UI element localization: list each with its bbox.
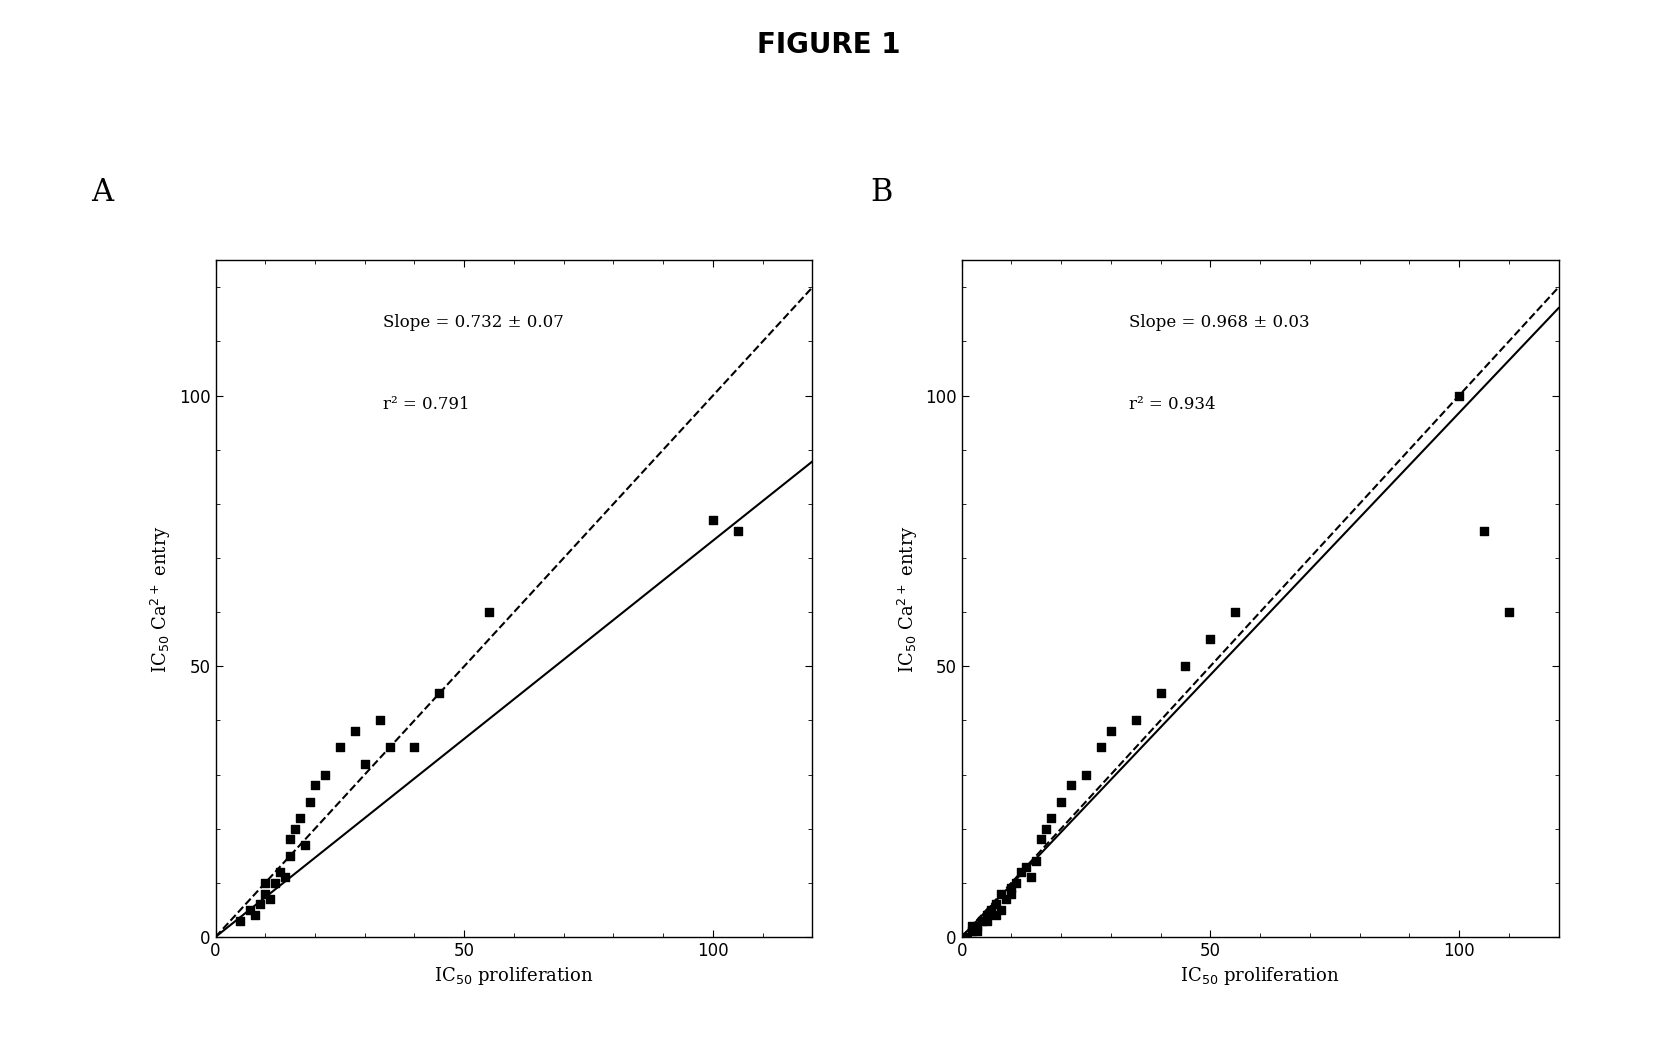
Y-axis label: IC$_{50}$ Ca$^{2+}$ entry: IC$_{50}$ Ca$^{2+}$ entry [149, 525, 174, 672]
Point [1495, 604, 1521, 620]
Point [724, 523, 751, 539]
Point [978, 902, 1004, 918]
Text: Slope = 0.732 ± 0.07: Slope = 0.732 ± 0.07 [383, 314, 563, 331]
Point [351, 756, 378, 772]
Point [973, 912, 999, 929]
Point [993, 891, 1019, 908]
Point [277, 847, 303, 864]
Point [272, 869, 298, 886]
Point [282, 820, 308, 837]
Point [988, 885, 1014, 902]
Point [1022, 853, 1049, 869]
Point [1017, 869, 1044, 886]
Point [277, 831, 303, 847]
Point [1007, 864, 1034, 881]
Point [1196, 631, 1223, 648]
Point [287, 810, 313, 827]
Point [1147, 685, 1173, 702]
Point [312, 766, 338, 783]
Text: r² = 0.934: r² = 0.934 [1128, 396, 1215, 412]
Point [1037, 810, 1064, 827]
Point [1087, 739, 1114, 756]
Point [699, 512, 726, 529]
Point [1221, 604, 1248, 620]
Point [366, 712, 393, 729]
Point [292, 837, 318, 854]
Point [958, 918, 984, 935]
Point [376, 739, 403, 756]
Text: A: A [91, 177, 113, 208]
Point [1027, 831, 1054, 847]
Point [1072, 766, 1099, 783]
Point [988, 902, 1014, 918]
Point [1002, 874, 1029, 891]
Point [958, 923, 984, 940]
Point [242, 907, 268, 923]
Text: B: B [870, 177, 891, 208]
Point [983, 907, 1009, 923]
Point [1171, 658, 1198, 675]
Point [1470, 523, 1496, 539]
Point [1012, 858, 1039, 874]
Point [1032, 820, 1059, 837]
Y-axis label: IC$_{50}$ Ca$^{2+}$ entry: IC$_{50}$ Ca$^{2+}$ entry [895, 525, 920, 672]
Point [302, 777, 328, 793]
X-axis label: IC$_{50}$ proliferation: IC$_{50}$ proliferation [1180, 965, 1339, 987]
Point [341, 722, 368, 739]
Point [267, 864, 293, 881]
Point [252, 874, 278, 891]
Point [998, 880, 1024, 896]
Point [262, 874, 288, 891]
Point [1445, 387, 1471, 404]
Point [963, 918, 989, 935]
Text: FIGURE 1: FIGURE 1 [757, 31, 900, 59]
Point [426, 685, 452, 702]
Point [1047, 793, 1074, 810]
Point [252, 885, 278, 902]
Point [297, 793, 323, 810]
Point [998, 885, 1024, 902]
Point [953, 929, 979, 945]
Point [257, 891, 283, 908]
Point [1097, 722, 1123, 739]
Point [247, 896, 273, 913]
Point [968, 912, 994, 929]
Point [973, 907, 999, 923]
Point [1122, 712, 1148, 729]
Text: r² = 0.791: r² = 0.791 [383, 396, 469, 412]
Point [476, 604, 502, 620]
Point [237, 902, 263, 918]
Point [401, 739, 428, 756]
Point [227, 912, 254, 929]
Point [326, 739, 353, 756]
Point [983, 896, 1009, 913]
Point [963, 923, 989, 940]
Text: Slope = 0.968 ± 0.03: Slope = 0.968 ± 0.03 [1128, 314, 1309, 331]
X-axis label: IC$_{50}$ proliferation: IC$_{50}$ proliferation [434, 965, 593, 987]
Point [1057, 777, 1084, 793]
